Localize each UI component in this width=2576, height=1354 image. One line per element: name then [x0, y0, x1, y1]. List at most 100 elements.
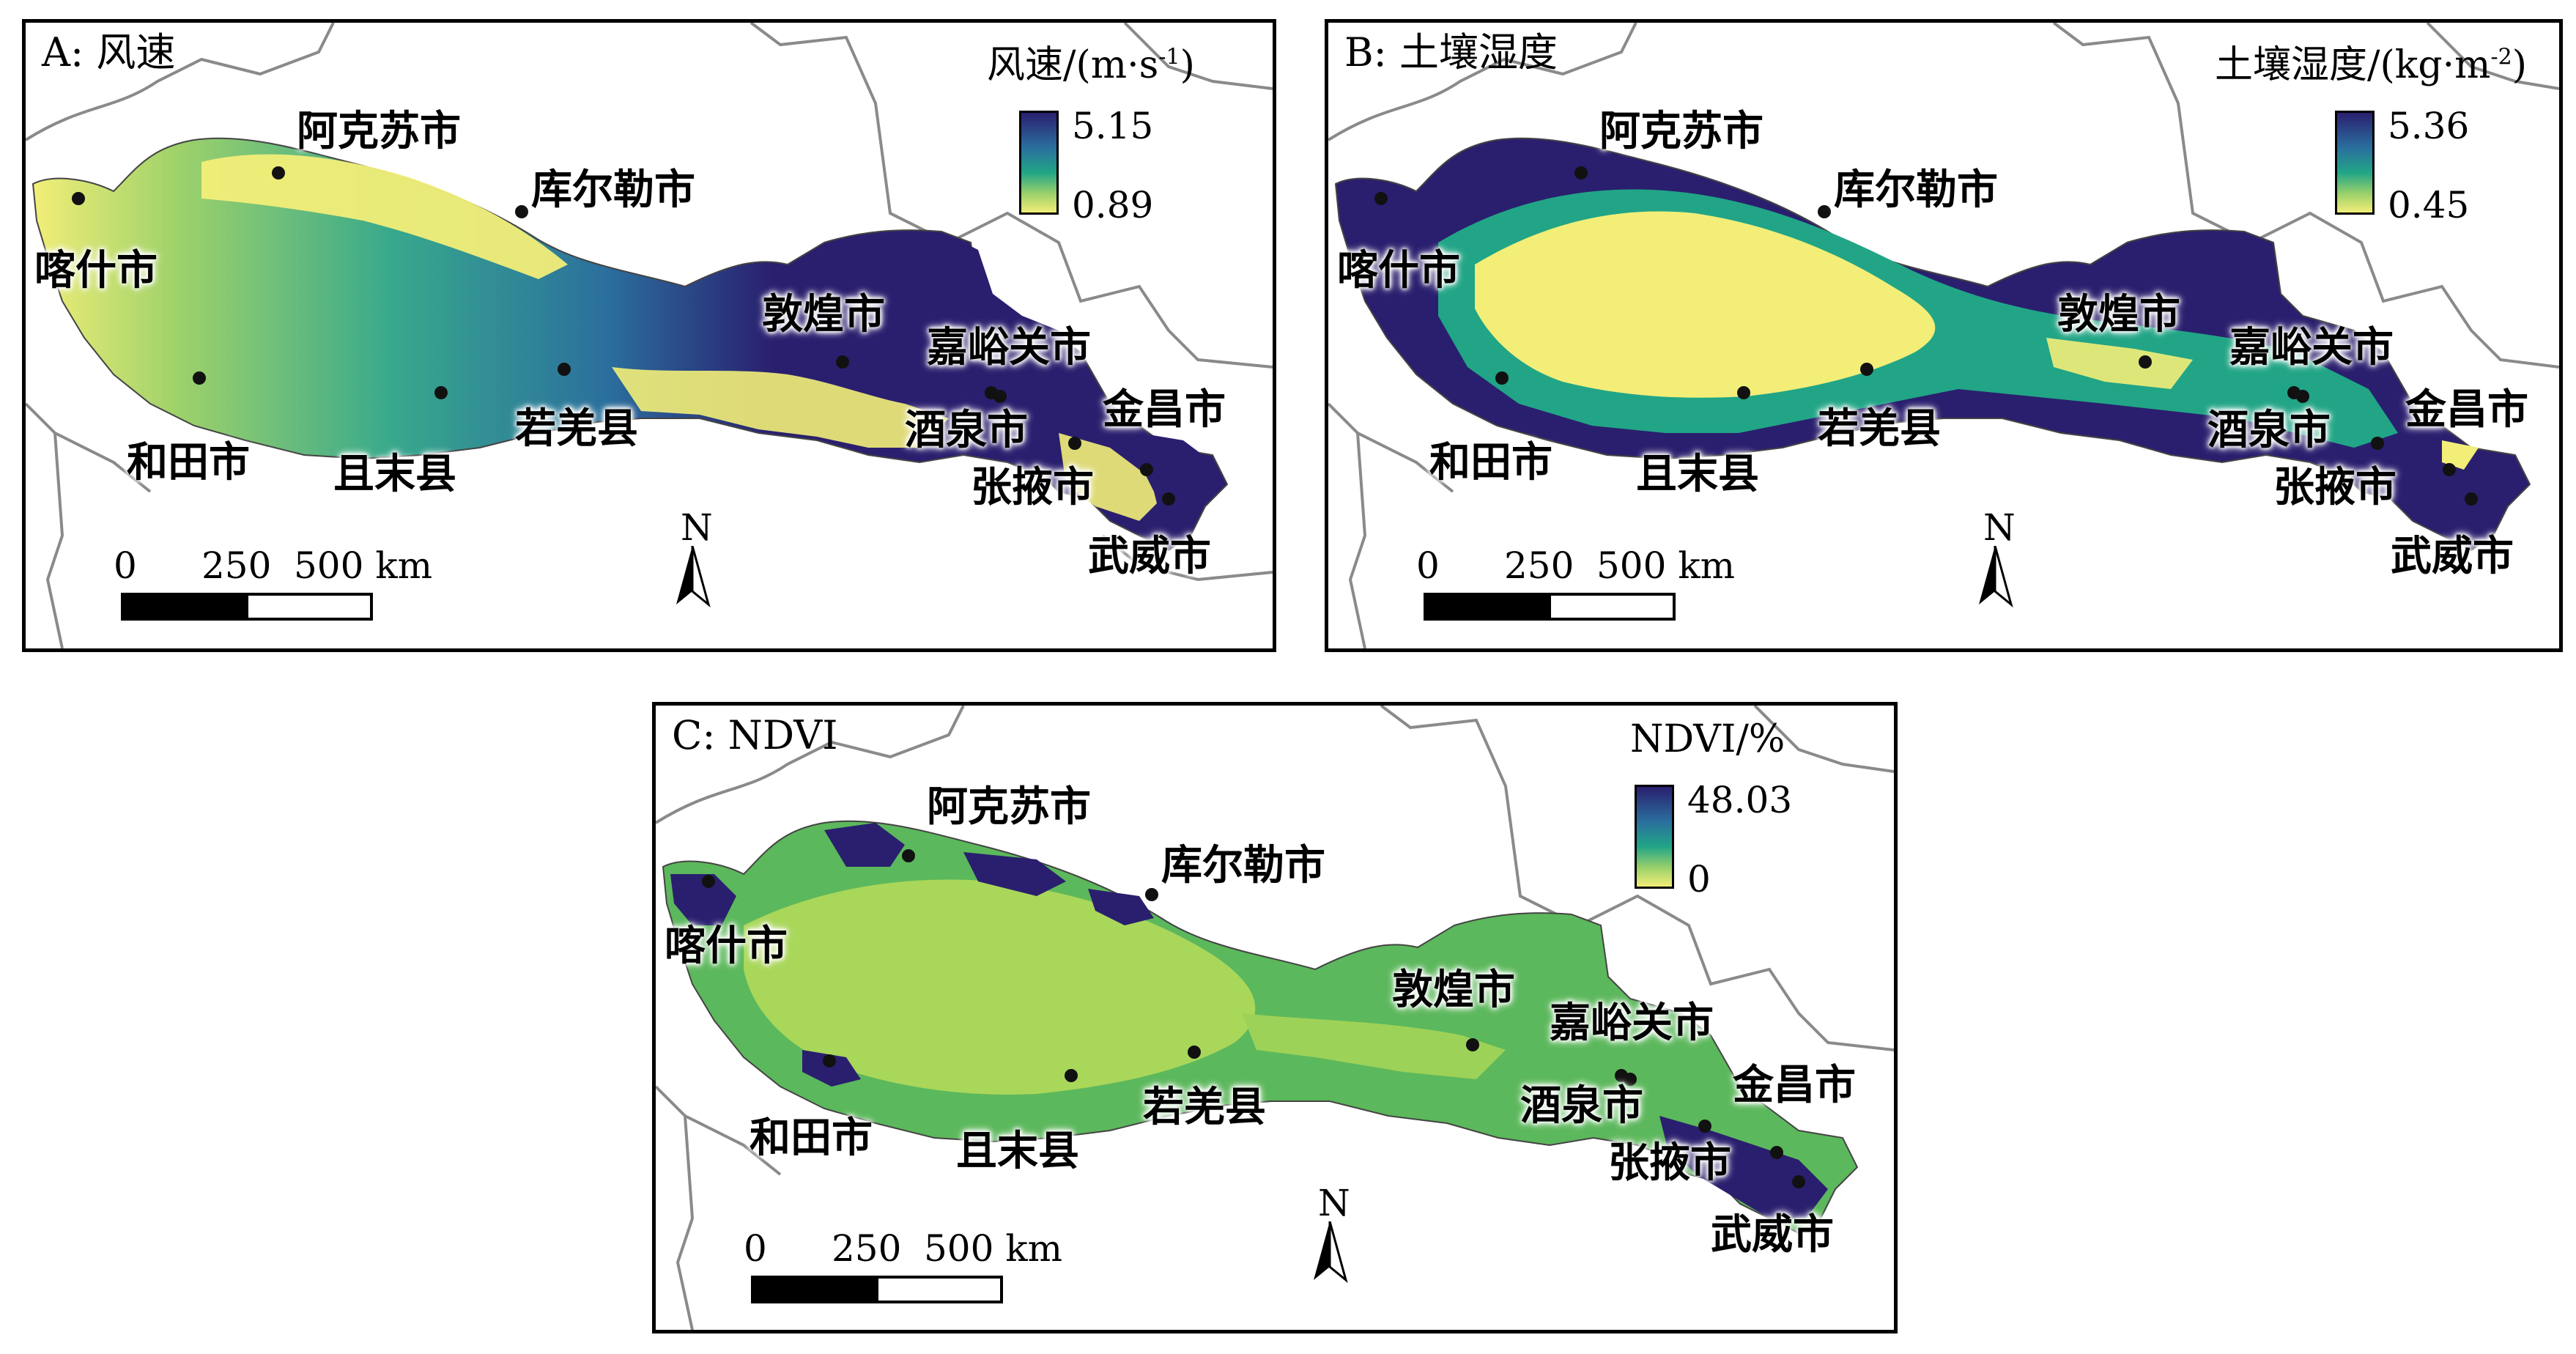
city-label-ruoqiang: 若羌县	[1818, 404, 1941, 453]
map-soil-moisture	[1328, 23, 2559, 648]
low-value-zone	[201, 154, 568, 279]
low-value-zone	[1475, 211, 1936, 398]
city-label-zhangye: 张掖市	[971, 463, 1094, 511]
legend-max-value: 5.15	[1072, 105, 1154, 147]
panel-title: C: NDVI	[672, 712, 838, 758]
north-arrow-icon	[676, 546, 711, 608]
north-label: N	[1983, 506, 2016, 549]
panel-title: A: 风速	[42, 29, 176, 75]
legend-wind-speed: 风速/(m·s-1) 5.15 0.89	[985, 46, 1264, 237]
scale-segment-white	[1548, 593, 1676, 621]
city-label-wuwei: 武威市	[1711, 1210, 1834, 1259]
legend-color-bar	[1635, 785, 1674, 889]
low-value-zone	[1059, 433, 1169, 521]
panel-wind-speed: A: 风速 阿克苏市 库尔勒市 喀什市 敦煌市 嘉峪关市 酒泉市 金昌市 张掖市…	[22, 19, 1276, 652]
city-label-korla: 库尔勒市	[531, 166, 695, 214]
city-markers	[1374, 166, 2478, 506]
scale-label-250: 250	[201, 544, 272, 587]
north-arrow: N	[1973, 509, 2017, 612]
city-label-jiayuguan: 嘉峪关市	[1550, 999, 1714, 1047]
province-boundary	[1328, 23, 1637, 141]
high-value-zone	[905, 235, 1088, 374]
city-label-jiayuguan: 嘉峪关市	[927, 323, 1091, 371]
high-value-zone	[1139, 433, 1213, 528]
city-label-hotan: 和田市	[127, 438, 250, 487]
province-boundary	[1357, 432, 1454, 493]
province-boundary	[1328, 402, 1367, 648]
city-label-kashgar: 喀什市	[665, 922, 788, 970]
city-label-jiayuguan: 嘉峪关市	[2229, 323, 2394, 371]
city-label-aksu: 阿克苏市	[927, 783, 1091, 831]
legend-ndvi: NDVI/% 48.03 0	[1630, 720, 1894, 911]
city-label-korla: 库尔勒市	[1161, 841, 1325, 889]
north-arrow-icon	[1314, 1221, 1348, 1284]
legend-title: NDVI/%	[1630, 717, 1785, 761]
high-value-zone	[1659, 1116, 1828, 1218]
desert-region	[32, 137, 1229, 552]
north-arrow: N	[1308, 1185, 1352, 1287]
scale-segment-black	[1424, 593, 1551, 621]
province-boundary	[684, 1114, 782, 1176]
legend-max-value: 48.03	[1687, 779, 1793, 821]
scale-label-500: 500 km	[294, 544, 433, 587]
scale-segment-black	[751, 1276, 878, 1303]
high-value-zone	[802, 1050, 861, 1087]
city-label-dunhuang: 敦煌市	[762, 290, 885, 338]
province-boundary	[1380, 706, 1894, 1051]
province-boundary	[1101, 534, 1273, 582]
panel-ndvi: C: NDVI 阿克苏市 库尔勒市 喀什市 敦煌市 嘉峪关市 酒泉市 金昌市 张…	[652, 702, 1898, 1333]
scale-bar: 0 250 500 km	[1394, 544, 1735, 628]
low-value-zone	[2442, 440, 2479, 470]
province-boundary	[26, 402, 64, 648]
city-label-zhangye: 张掖市	[2273, 463, 2397, 511]
map-wind-speed	[26, 23, 1273, 648]
city-label-jinchang: 金昌市	[2405, 385, 2528, 434]
legend-title: 土壤湿度/(kg·m-2)	[2215, 43, 2527, 87]
city-label-zhangye: 张掖市	[1608, 1139, 1731, 1187]
legend-color-bar	[2335, 111, 2375, 215]
north-arrow-icon	[1979, 546, 2013, 608]
city-label-jiuquan: 酒泉市	[1520, 1081, 1643, 1130]
city-label-dunhuang: 敦煌市	[2057, 290, 2180, 338]
city-label-aksu: 阿克苏市	[1599, 107, 1763, 155]
province-boundary	[656, 706, 965, 824]
city-label-kashgar: 喀什市	[34, 246, 158, 295]
legend-soil-moisture: 土壤湿度/(kg·m-2) 5.36 0.45	[2215, 46, 2559, 237]
high-value-zone	[670, 874, 736, 925]
high-value-zone	[824, 823, 905, 867]
low-value-zone	[612, 367, 949, 448]
scale-label-500: 500 km	[924, 1227, 1063, 1270]
legend-min-value: 0	[1687, 858, 1711, 900]
province-boundary	[1753, 706, 1894, 773]
scale-bar: 0 250 500 km	[722, 1230, 1062, 1311]
scale-label-250: 250	[1504, 544, 1574, 587]
legend-min-value: 0.89	[1072, 184, 1154, 226]
scale-segment-white	[245, 593, 373, 621]
high-value-zone	[963, 852, 1066, 896]
province-boundary	[2426, 23, 2559, 90]
scale-segment-white	[876, 1276, 1003, 1303]
panel-title: B: 土壤湿度	[1344, 29, 1558, 75]
city-markers	[72, 166, 1175, 506]
map-ndvi	[656, 706, 1894, 1330]
city-label-qiemo: 且末县	[1636, 450, 1759, 498]
legend-max-value: 5.36	[2388, 105, 2470, 147]
city-label-jinchang: 金昌市	[1733, 1061, 1856, 1109]
city-markers	[702, 849, 1805, 1188]
scale-bar: 0 250 500 km	[92, 544, 432, 628]
low-value-zone	[2046, 338, 2193, 389]
city-label-kashgar: 喀什市	[1337, 246, 1460, 295]
province-boundary	[750, 23, 1273, 369]
north-label: N	[681, 506, 713, 549]
province-boundary	[2052, 23, 2559, 369]
legend-min-value: 0.45	[2388, 184, 2470, 226]
city-label-korla: 库尔勒市	[1834, 166, 1998, 214]
low-value-zone	[1242, 1013, 1506, 1079]
city-label-ruoqiang: 若羌县	[515, 404, 638, 453]
city-label-hotan: 和田市	[750, 1114, 873, 1162]
city-label-jinchang: 金昌市	[1103, 385, 1226, 434]
legend-color-bar	[1019, 111, 1059, 215]
city-label-wuwei: 武威市	[2391, 532, 2514, 580]
panel-soil-moisture: B: 土壤湿度 阿克苏市 库尔勒市 喀什市 敦煌市 嘉峪关市 酒泉市 金昌市 张…	[1325, 19, 2563, 652]
legend-title: 风速/(m·s-1)	[987, 43, 1195, 87]
